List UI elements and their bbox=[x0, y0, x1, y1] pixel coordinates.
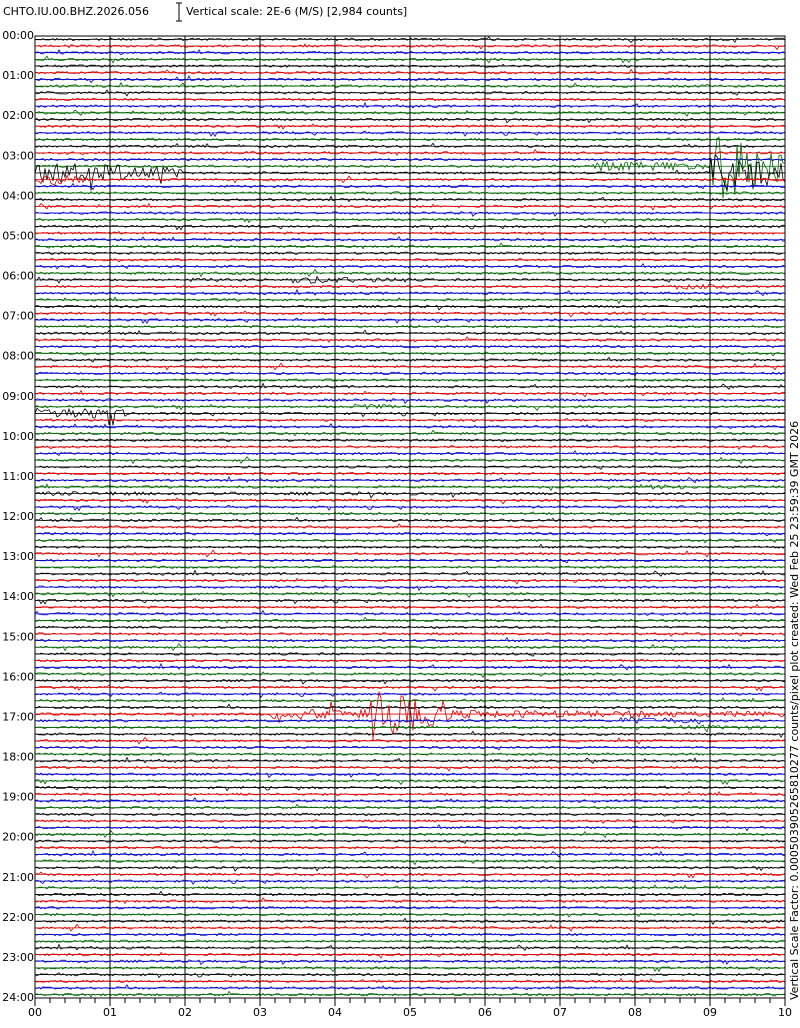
vertical-scale: Vertical scale: 2E-6 (M/S) [2,984 counts… bbox=[186, 5, 407, 18]
x-label: 06 bbox=[478, 1006, 492, 1019]
scale-bar bbox=[176, 2, 182, 22]
x-label: 02 bbox=[178, 1006, 192, 1019]
side-note: Vertical Scale Factor: 0.000503905265810… bbox=[788, 421, 800, 1000]
y-label: 18:00 bbox=[2, 751, 34, 764]
x-label: 08 bbox=[628, 1006, 642, 1019]
x-label: 04 bbox=[328, 1006, 342, 1019]
y-label: 12:00 bbox=[2, 510, 34, 523]
y-label: 03:00 bbox=[2, 149, 34, 162]
y-label: 15:00 bbox=[2, 630, 34, 643]
y-label: 11:00 bbox=[2, 470, 34, 483]
y-label: 14:00 bbox=[2, 590, 34, 603]
x-label: 09 bbox=[703, 1006, 717, 1019]
x-label: 03 bbox=[253, 1006, 267, 1019]
y-label: 17:00 bbox=[2, 710, 34, 723]
y-label: 10:00 bbox=[2, 430, 34, 443]
y-label: 04:00 bbox=[2, 189, 34, 202]
y-label: 24:00 bbox=[2, 991, 34, 1004]
y-label: 13:00 bbox=[2, 550, 34, 563]
y-label: 19:00 bbox=[2, 791, 34, 804]
y-label: 21:00 bbox=[2, 871, 34, 884]
y-label: 08:00 bbox=[2, 350, 34, 363]
y-label: 23:00 bbox=[2, 951, 34, 964]
y-label: 16:00 bbox=[2, 670, 34, 683]
y-label: 05:00 bbox=[2, 229, 34, 242]
y-label: 20:00 bbox=[2, 831, 34, 844]
y-label: 02:00 bbox=[2, 109, 34, 122]
x-label: 01 bbox=[103, 1006, 117, 1019]
y-label: 00:00 bbox=[2, 29, 34, 42]
x-label: 10 bbox=[778, 1006, 792, 1019]
x-label: 05 bbox=[403, 1006, 417, 1019]
y-label: 01:00 bbox=[2, 69, 34, 82]
y-label: 07:00 bbox=[2, 310, 34, 323]
x-label: 00 bbox=[28, 1006, 42, 1019]
station-id: CHTO.IU.00.BHZ.2026.056 bbox=[3, 5, 149, 18]
y-label: 22:00 bbox=[2, 911, 34, 924]
y-label: 06:00 bbox=[2, 270, 34, 283]
y-label: 09:00 bbox=[2, 390, 34, 403]
x-label: 07 bbox=[553, 1006, 567, 1019]
